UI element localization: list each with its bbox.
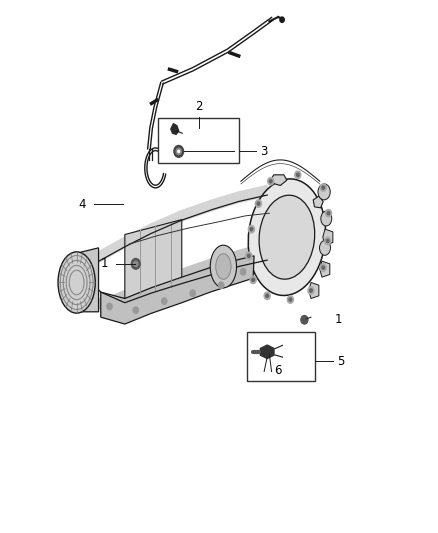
Polygon shape [320, 261, 330, 277]
Text: 3: 3 [261, 145, 268, 158]
Polygon shape [269, 175, 287, 185]
Ellipse shape [259, 195, 315, 279]
Circle shape [219, 282, 224, 288]
Circle shape [295, 171, 301, 179]
Circle shape [257, 202, 260, 205]
Text: 2: 2 [195, 100, 203, 113]
Circle shape [246, 252, 252, 260]
Circle shape [308, 287, 314, 294]
Circle shape [247, 254, 250, 257]
Circle shape [178, 150, 180, 152]
Circle shape [266, 294, 268, 297]
Ellipse shape [215, 254, 231, 279]
Circle shape [268, 177, 274, 185]
Circle shape [264, 292, 270, 300]
Polygon shape [309, 282, 319, 298]
Circle shape [280, 17, 284, 22]
Circle shape [174, 146, 184, 157]
Circle shape [269, 180, 272, 183]
Circle shape [325, 237, 331, 245]
Ellipse shape [318, 184, 330, 200]
Bar [247, 332, 315, 381]
Circle shape [297, 173, 299, 176]
Polygon shape [171, 124, 179, 134]
Polygon shape [313, 196, 323, 208]
Circle shape [287, 296, 293, 303]
Circle shape [322, 186, 325, 189]
Polygon shape [260, 345, 274, 359]
Ellipse shape [319, 240, 331, 255]
Circle shape [325, 209, 332, 217]
Circle shape [320, 264, 326, 271]
Circle shape [255, 200, 261, 207]
Ellipse shape [210, 245, 237, 288]
Ellipse shape [321, 211, 332, 226]
Circle shape [250, 276, 256, 284]
Polygon shape [81, 185, 267, 272]
Polygon shape [81, 243, 267, 309]
Bar [158, 118, 239, 163]
Circle shape [190, 290, 195, 296]
Polygon shape [101, 256, 254, 324]
Circle shape [326, 239, 329, 243]
Circle shape [301, 316, 308, 324]
Text: 4: 4 [78, 198, 85, 211]
Polygon shape [64, 248, 99, 312]
Circle shape [240, 269, 246, 275]
Circle shape [134, 261, 138, 266]
Circle shape [248, 225, 254, 233]
Text: 6: 6 [274, 364, 282, 377]
Circle shape [252, 278, 254, 281]
Circle shape [176, 148, 181, 155]
Ellipse shape [58, 252, 95, 313]
Text: 1: 1 [335, 313, 343, 326]
Circle shape [289, 298, 292, 301]
Circle shape [131, 259, 140, 269]
Polygon shape [125, 220, 182, 298]
Circle shape [322, 266, 325, 269]
Text: 1: 1 [101, 257, 109, 270]
Circle shape [107, 303, 112, 310]
Circle shape [320, 184, 326, 191]
Polygon shape [323, 229, 333, 245]
Circle shape [250, 228, 253, 231]
Circle shape [133, 307, 138, 313]
Circle shape [327, 212, 330, 215]
Text: 5: 5 [337, 355, 345, 368]
Ellipse shape [248, 179, 325, 295]
Circle shape [162, 298, 167, 304]
Circle shape [310, 289, 312, 292]
